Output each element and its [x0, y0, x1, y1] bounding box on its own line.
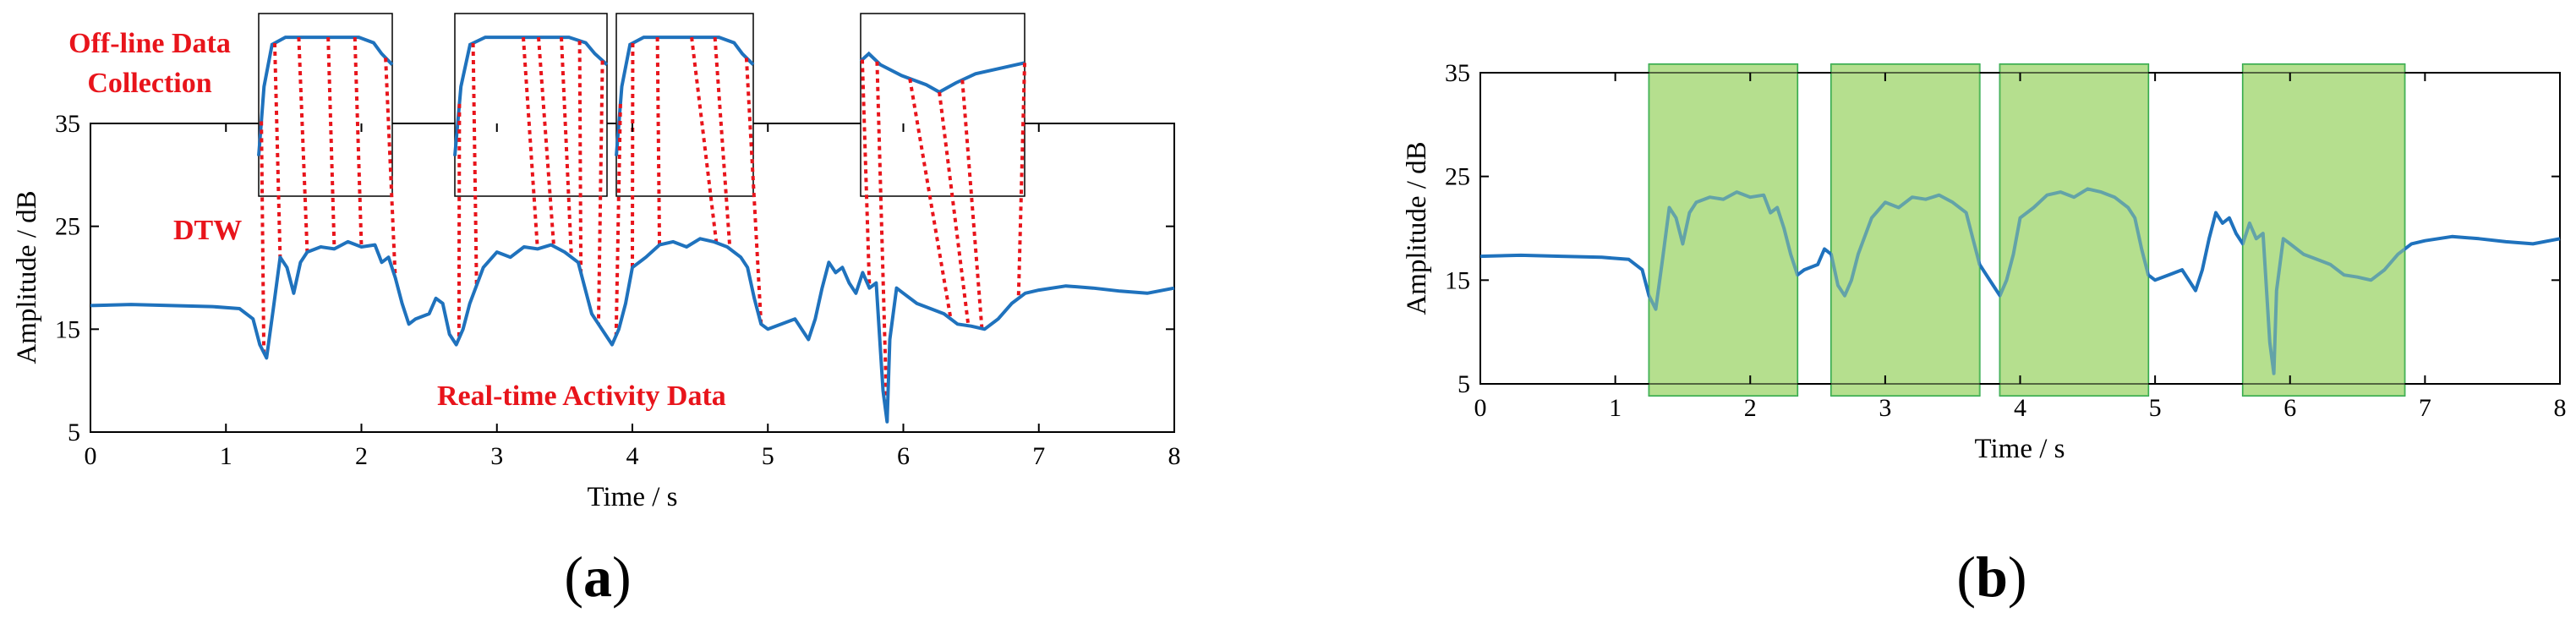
template-curve — [257, 36, 394, 156]
x-tick-label: 4 — [2014, 394, 2026, 422]
x-tick-label: 8 — [1168, 442, 1181, 470]
dtw-alignment-line — [655, 37, 662, 245]
highlight-regions — [1648, 63, 2406, 397]
x-axis-label: Time / s — [1975, 434, 2065, 464]
highlight-overlay — [1649, 64, 1798, 396]
dtw-lines — [260, 36, 1026, 422]
y-tick-label: 15 — [55, 315, 80, 343]
y-tick-label: 35 — [1445, 59, 1470, 87]
dtw-alignment-line — [457, 103, 462, 339]
dtw-alignment-line — [596, 60, 604, 325]
series-line-0 — [1479, 187, 2561, 375]
dtw-alignment-line — [272, 42, 282, 258]
highlight-overlay — [2242, 64, 2405, 396]
y-tick-label: 5 — [1458, 370, 1470, 398]
dtw-alignment-line — [690, 36, 719, 244]
x-tick-label: 5 — [762, 442, 774, 470]
x-tick-label: 6 — [897, 442, 910, 470]
highlight-region — [1648, 63, 1799, 397]
inset-box — [258, 13, 393, 197]
highlight-region — [1830, 63, 1981, 397]
y-tick-label: 25 — [55, 213, 80, 241]
panel-label-b: (b) — [1956, 545, 2026, 609]
x-tick-label: 1 — [1609, 394, 1622, 422]
x-tick-label: 0 — [1474, 394, 1487, 422]
template-curve — [859, 51, 1025, 95]
dtw-alignment-line — [326, 37, 336, 249]
x-tick-label: 7 — [1032, 442, 1045, 470]
inset-box — [860, 13, 1025, 197]
dtw-alignment-line — [471, 42, 479, 286]
x-axis-label: Time / s — [588, 482, 678, 512]
x-ticks: 0 1 2 3 4 5 6 7 8 — [1474, 73, 2567, 422]
y-ticks: 5 15 25 35 — [1445, 59, 2560, 398]
x-tick-label: 5 — [2149, 394, 2162, 422]
dtw-alignment-line — [744, 57, 763, 325]
x-ticks: 0 1 2 3 4 5 6 7 8 — [85, 123, 1181, 470]
y-axis-label: Amplitude / dB — [12, 190, 42, 364]
annotation-offline-line1: Off-line Data — [68, 28, 231, 59]
x-tick-label: 3 — [490, 442, 503, 470]
y-tick-label: 25 — [1445, 163, 1470, 191]
annotation-realtime: Real-time Activity Data — [437, 380, 726, 412]
x-tick-label: 6 — [2283, 394, 2296, 422]
x-tick-label: 1 — [220, 442, 232, 470]
annotation-dtw: DTW — [173, 215, 242, 246]
x-tick-label: 4 — [626, 442, 639, 470]
x-tick-label: 3 — [1879, 394, 1891, 422]
x-tick-label: 8 — [2554, 394, 2567, 422]
dtw-alignment-line — [297, 37, 309, 253]
inset-box — [615, 13, 754, 197]
dtw-alignment-line — [353, 37, 364, 248]
panel-label-a: (a) — [564, 545, 631, 609]
panel-a: 0 1 2 3 4 5 6 7 8 5 15 25 35 Time / s Amplitude / d… — [12, 13, 1181, 609]
x-tick-label: 2 — [1744, 394, 1757, 422]
x-tick-label: 0 — [85, 442, 97, 470]
annotation-offline-line2: Collection — [87, 68, 211, 99]
dtw-alignment-line — [938, 91, 971, 326]
dtw-alignment-line — [522, 36, 539, 249]
series-group — [90, 237, 1175, 424]
dtw-alignment-line — [560, 36, 573, 258]
inset-boxes — [257, 13, 1025, 197]
highlight-overlay — [1999, 64, 2149, 396]
x-tick-label: 2 — [355, 442, 368, 470]
dtw-alignment-line — [384, 57, 397, 278]
x-tick-label: 7 — [2419, 394, 2431, 422]
dtw-alignment-line — [537, 36, 556, 247]
dtw-alignment-line — [908, 78, 953, 320]
dtw-alignment-line — [713, 36, 732, 249]
template-curve — [615, 36, 755, 156]
highlight-region — [1999, 63, 2150, 397]
dtw-alignment-line — [875, 61, 889, 422]
panel-b: 0 1 2 3 4 5 6 7 8 5 15 25 35 Time / s Amplitude / d… — [1402, 59, 2567, 609]
y-tick-label: 15 — [1445, 266, 1470, 294]
highlight-overlay — [1831, 64, 1980, 396]
y-ticks: 5 15 25 35 — [55, 110, 1174, 446]
series-group — [1479, 64, 2561, 396]
series-line-0 — [90, 237, 1175, 424]
y-axis-label: Amplitude / dB — [1402, 141, 1432, 315]
dtw-alignment-line — [1016, 63, 1026, 298]
y-tick-label: 5 — [68, 419, 80, 446]
y-tick-label: 35 — [55, 110, 80, 138]
